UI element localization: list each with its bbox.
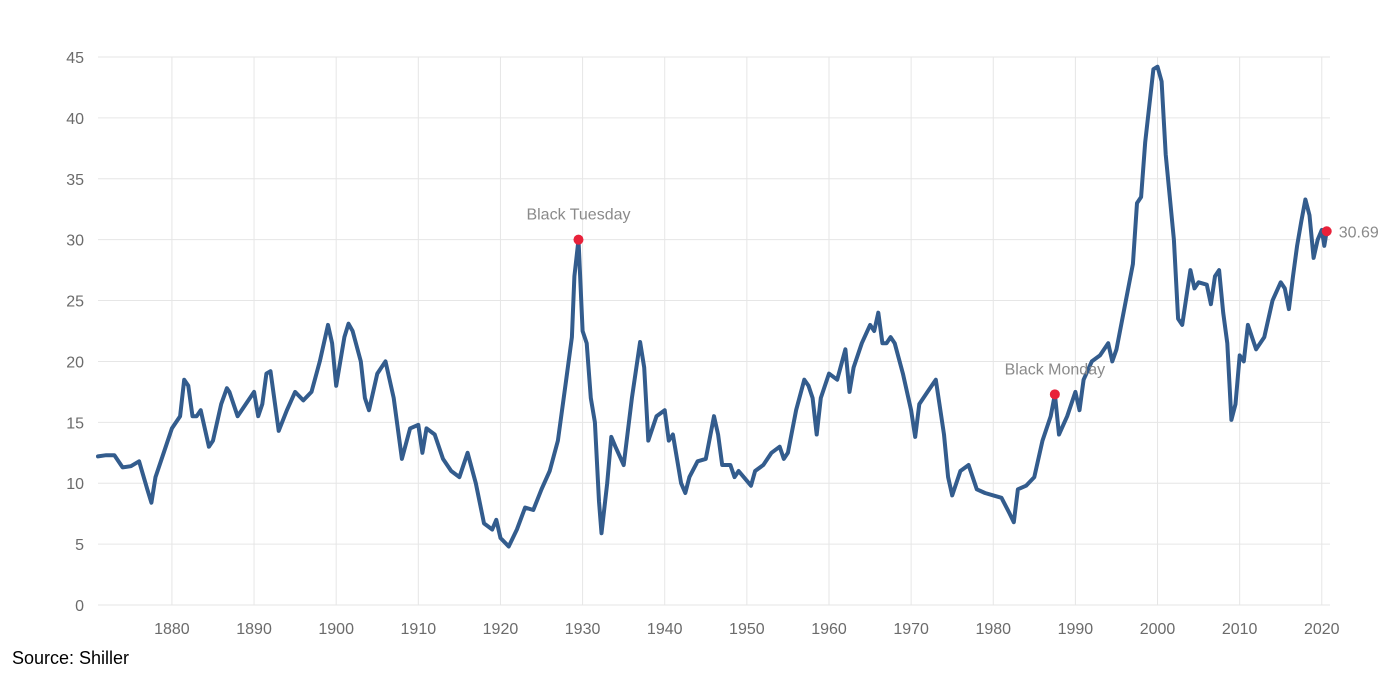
y-tick-label-40: 40 (66, 111, 84, 128)
annotation-marker-2 (1321, 226, 1332, 237)
annotation-label-2: 30.69 (1339, 224, 1379, 241)
annotation-label-0: Black Tuesday (526, 207, 630, 224)
annotation-marker-1 (1049, 389, 1060, 400)
x-tick-label-1970: 1970 (893, 621, 929, 638)
y-axis-tick-labels: 0 5 10 15 20 25 30 35 40 45 (66, 50, 84, 615)
y-tick-label-10: 10 (66, 476, 84, 493)
y-tick-label-20: 20 (66, 354, 84, 371)
y-tick-label-0: 0 (75, 598, 84, 615)
x-tick-label-1950: 1950 (729, 621, 765, 638)
y-tick-label-25: 25 (66, 294, 84, 311)
source-note: Source: Shiller (12, 648, 130, 668)
x-tick-label-1990: 1990 (1058, 621, 1094, 638)
x-tick-label-1910: 1910 (401, 621, 437, 638)
x-tick-label-2020: 2020 (1304, 621, 1340, 638)
annotations: Black Tuesday Black Monday 30.69 (526, 207, 1379, 400)
x-tick-label-2000: 2000 (1140, 621, 1176, 638)
x-tick-label-1880: 1880 (154, 621, 190, 638)
x-axis-tick-labels: 1880 1890 1900 1910 1920 1930 1940 1950 1960 1970… (154, 621, 1340, 638)
y-tick-label-30: 30 (66, 233, 84, 250)
y-tick-label-15: 15 (66, 415, 84, 432)
y-tick-label-45: 45 (66, 50, 84, 67)
annotation-label-1: Black Monday (1005, 361, 1106, 378)
x-tick-label-1930: 1930 (565, 621, 601, 638)
x-tick-label-1940: 1940 (647, 621, 683, 638)
cape-series-line (96, 64, 1329, 549)
y-tick-label-5: 5 (75, 537, 84, 554)
annotation-marker-0 (573, 234, 584, 245)
horizontal-gridlines (98, 56, 1330, 606)
x-tick-label-1920: 1920 (483, 621, 519, 638)
x-tick-label-1890: 1890 (236, 621, 272, 638)
x-tick-label-1980: 1980 (975, 621, 1011, 638)
y-tick-label-35: 35 (66, 172, 84, 189)
x-tick-label-1960: 1960 (811, 621, 847, 638)
x-tick-label-2010: 2010 (1222, 621, 1258, 638)
x-tick-label-1900: 1900 (318, 621, 354, 638)
